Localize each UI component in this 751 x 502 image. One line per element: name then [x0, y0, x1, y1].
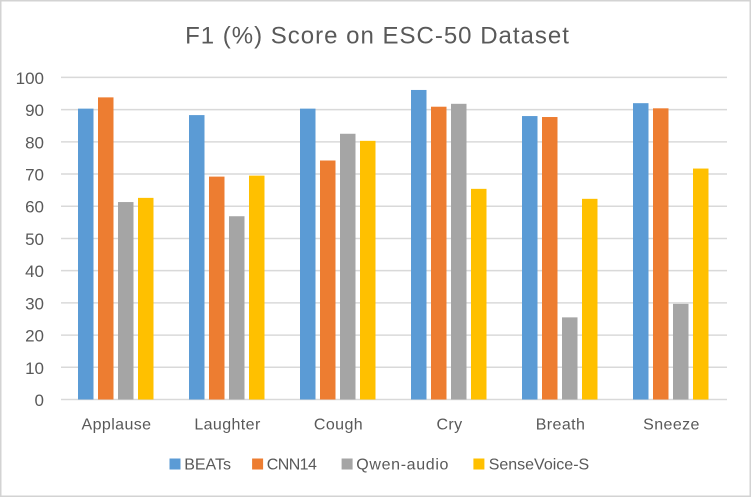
svg-text:30: 30 [25, 294, 44, 313]
svg-text:10: 10 [25, 359, 44, 378]
svg-text:Cry: Cry [436, 417, 462, 434]
svg-text:Applause: Applause [82, 417, 152, 434]
svg-text:70: 70 [25, 166, 44, 185]
svg-text:90: 90 [25, 101, 44, 120]
svg-text:SenseVoice-S: SenseVoice-S [489, 457, 590, 474]
svg-text:CNN14: CNN14 [267, 457, 317, 474]
svg-text:Cough: Cough [314, 417, 363, 434]
svg-text:80: 80 [25, 133, 44, 152]
svg-text:Qwen-audio: Qwen-audio [356, 457, 449, 474]
svg-text:Sneeze: Sneeze [643, 417, 700, 434]
svg-text:40: 40 [25, 262, 44, 281]
svg-text:BEATs: BEATs [184, 457, 231, 474]
svg-text:100: 100 [16, 69, 44, 88]
svg-text:50: 50 [25, 230, 44, 249]
svg-text:20: 20 [25, 327, 44, 346]
svg-text:Laughter: Laughter [194, 417, 261, 434]
svg-text:F1 (%) Score on ESC-50 Dataset: F1 (%) Score on ESC-50 Dataset [185, 23, 570, 50]
svg-text:60: 60 [25, 198, 44, 217]
svg-text:0: 0 [35, 391, 44, 410]
svg-text:Breath: Breath [536, 417, 586, 434]
